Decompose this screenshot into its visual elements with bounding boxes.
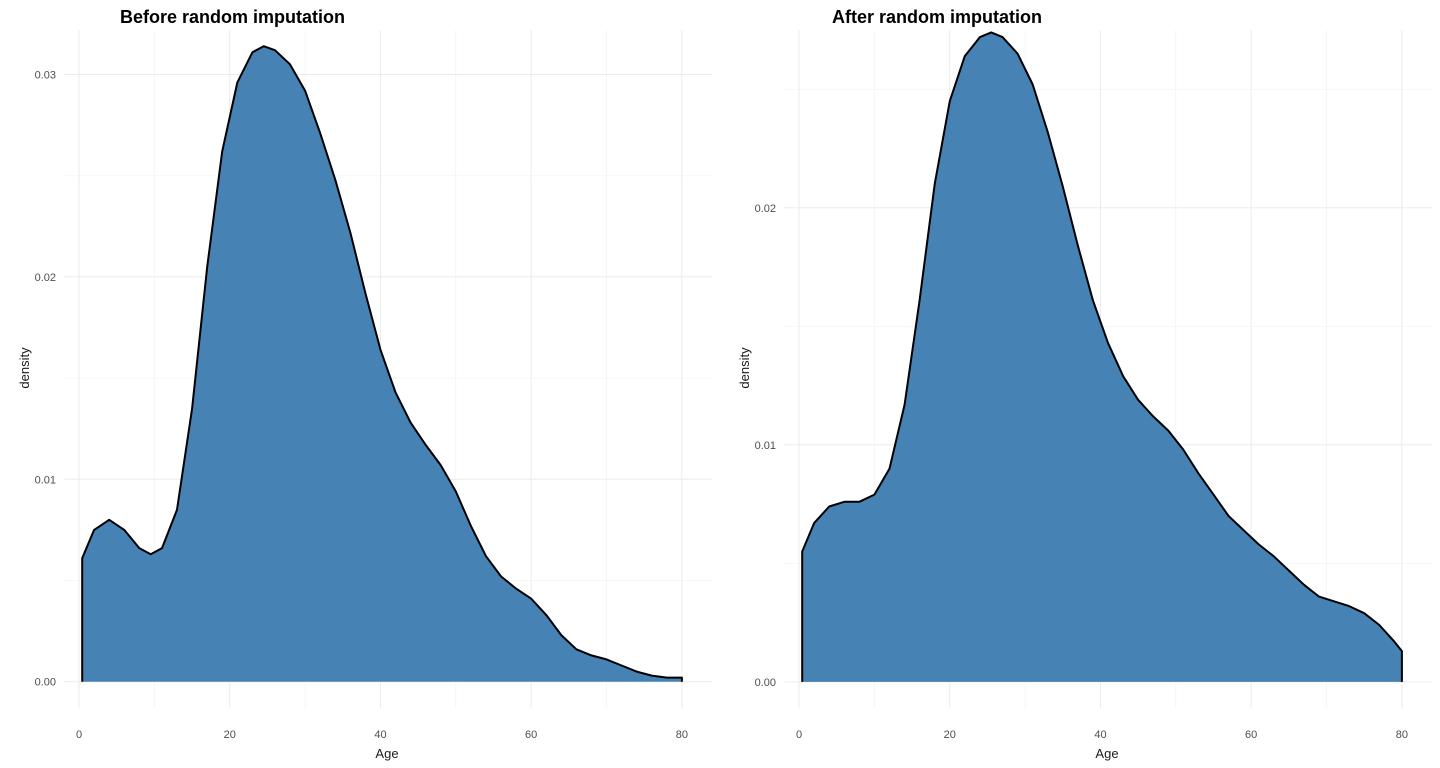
x-axis-label: Age — [375, 746, 398, 761]
y-tick-label: 0.01 — [35, 474, 56, 486]
x-axis-label: Age — [1095, 746, 1118, 761]
density-curve-line — [801, 31, 1403, 682]
x-tick-label: 60 — [1245, 729, 1257, 741]
y-tick-label: 0.03 — [35, 70, 56, 82]
density-panel-after: 0.00 0.01 0.02 0 20 40 60 80 After random impu… — [737, 7, 1432, 761]
x-tick-labels: 0 20 40 60 80 — [76, 729, 688, 741]
y-tick-label: 0.02 — [755, 203, 776, 215]
x-tick-label: 80 — [676, 729, 688, 741]
density-area — [802, 32, 1402, 682]
x-tick-label: 20 — [224, 729, 236, 741]
y-tick-label: 0.01 — [755, 440, 776, 452]
y-tick-labels: 0.00 0.01 0.02 0.03 — [35, 70, 56, 689]
density-panel-before: 0.00 0.01 0.02 0.03 0 20 40 60 80 Before random… — [17, 7, 712, 761]
y-tick-label: 0.02 — [35, 272, 56, 284]
x-tick-labels: 0 20 40 60 80 — [796, 729, 1408, 741]
y-tick-label: 0.00 — [755, 677, 776, 689]
density-area-group — [81, 45, 683, 682]
x-tick-label: 40 — [1094, 729, 1106, 741]
x-tick-label: 20 — [944, 729, 956, 741]
chart-title: Before random imputation — [120, 7, 345, 27]
y-tick-label: 0.00 — [35, 677, 56, 689]
y-axis-label: density — [17, 347, 32, 389]
x-tick-label: 40 — [374, 729, 386, 741]
x-tick-label: 0 — [796, 729, 802, 741]
density-curve-line — [81, 45, 683, 682]
y-axis-label: density — [737, 347, 752, 389]
chart-title: After random imputation — [832, 7, 1042, 27]
y-tick-labels: 0.00 0.01 0.02 — [755, 203, 776, 689]
density-area-group — [801, 31, 1403, 682]
x-tick-label: 0 — [76, 729, 82, 741]
x-tick-label: 80 — [1396, 729, 1408, 741]
x-tick-label: 60 — [525, 729, 537, 741]
density-area — [82, 46, 682, 682]
